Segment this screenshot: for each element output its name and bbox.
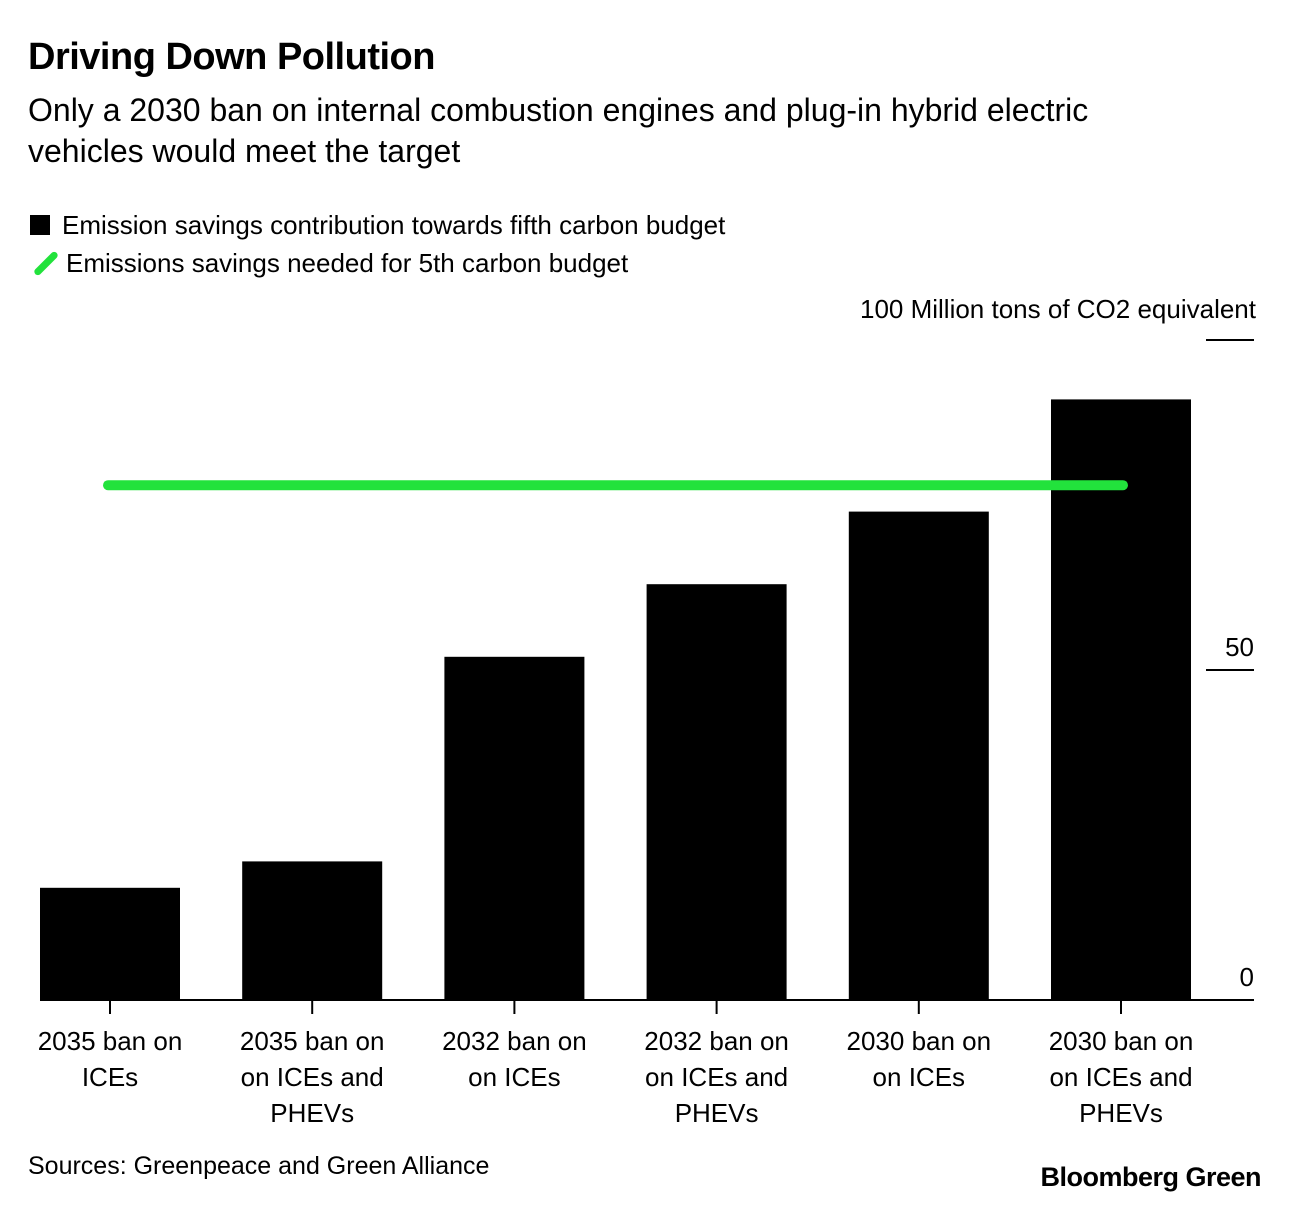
x-tick-label-1: 2035 ban on ICEs: [38, 1026, 183, 1092]
legend-bar-label: Emission savings contribution towards fi…: [62, 209, 726, 240]
y-tick-label-50: 50: [1225, 632, 1254, 662]
x-tick-label-line: on ICEs: [873, 1062, 966, 1092]
x-tick-label-line: PHEVs: [675, 1098, 759, 1128]
legend-line-label: Emissions savings needed for 5th carbon …: [66, 247, 629, 278]
x-tick-label-3: 2032 ban on on ICEs: [442, 1026, 587, 1092]
bar-chart: 0 50 2035 ban on ICEs 2035 ban on on ICEs and…: [38, 339, 1254, 1128]
x-tick-label-6: 2030 ban on on ICEs and PHEVs: [1049, 1026, 1194, 1128]
legend-bar-swatch: [30, 215, 50, 235]
x-tick-label-4: 2032 ban on on ICEs and PHEVs: [644, 1026, 789, 1128]
x-tick-label-5: 2030 ban on on ICEs: [847, 1026, 992, 1092]
x-tick-label-2: 2035 ban on on ICEs and PHEVs: [240, 1026, 385, 1128]
x-tick-label-line: ICEs: [82, 1062, 138, 1092]
x-tick-label-line: on ICEs and: [1049, 1062, 1192, 1092]
x-tick-label-line: 2032 ban on: [644, 1026, 789, 1056]
bar-1: [40, 887, 180, 1000]
legend: Emission savings contribution towards fi…: [30, 206, 725, 282]
x-tick-label-line: 2030 ban on: [847, 1026, 992, 1056]
x-tick-label-line: on ICEs and: [645, 1062, 788, 1092]
x-tick-label-line: 2032 ban on: [442, 1026, 587, 1056]
legend-item-bars: Emission savings contribution towards fi…: [30, 206, 725, 244]
y-axis-unit-label: 100 Million tons of CO2 equivalent: [859, 294, 1256, 324]
x-tick-label-line: on ICEs: [468, 1062, 561, 1092]
brand-logo: Bloomberg Green: [1040, 1162, 1261, 1192]
bar-2: [242, 861, 383, 1000]
legend-line-swatch: [30, 250, 56, 276]
chart-subtitle: Only a 2030 ban on internal combustion e…: [28, 92, 1089, 169]
legend-item-target: Emissions savings needed for 5th carbon …: [30, 244, 725, 282]
bar-3: [444, 656, 585, 1000]
x-tick-label-line: PHEVs: [270, 1098, 354, 1128]
x-tick-label-line: 2035 ban on: [240, 1026, 385, 1056]
chart-title: Driving Down Pollution: [28, 36, 435, 78]
x-tick-label-line: 2030 ban on: [1049, 1026, 1194, 1056]
y-tick-label-0: 0: [1240, 962, 1254, 992]
bar-6: [1051, 399, 1191, 1000]
bar-4: [646, 584, 787, 1000]
x-tick-label-line: 2035 ban on: [38, 1026, 183, 1056]
bar-5: [848, 511, 989, 1000]
x-tick-label-line: PHEVs: [1079, 1098, 1163, 1128]
x-tick-label-line: on ICEs and: [241, 1062, 384, 1092]
source-note: Sources: Greenpeace and Green Alliance: [28, 1152, 490, 1180]
